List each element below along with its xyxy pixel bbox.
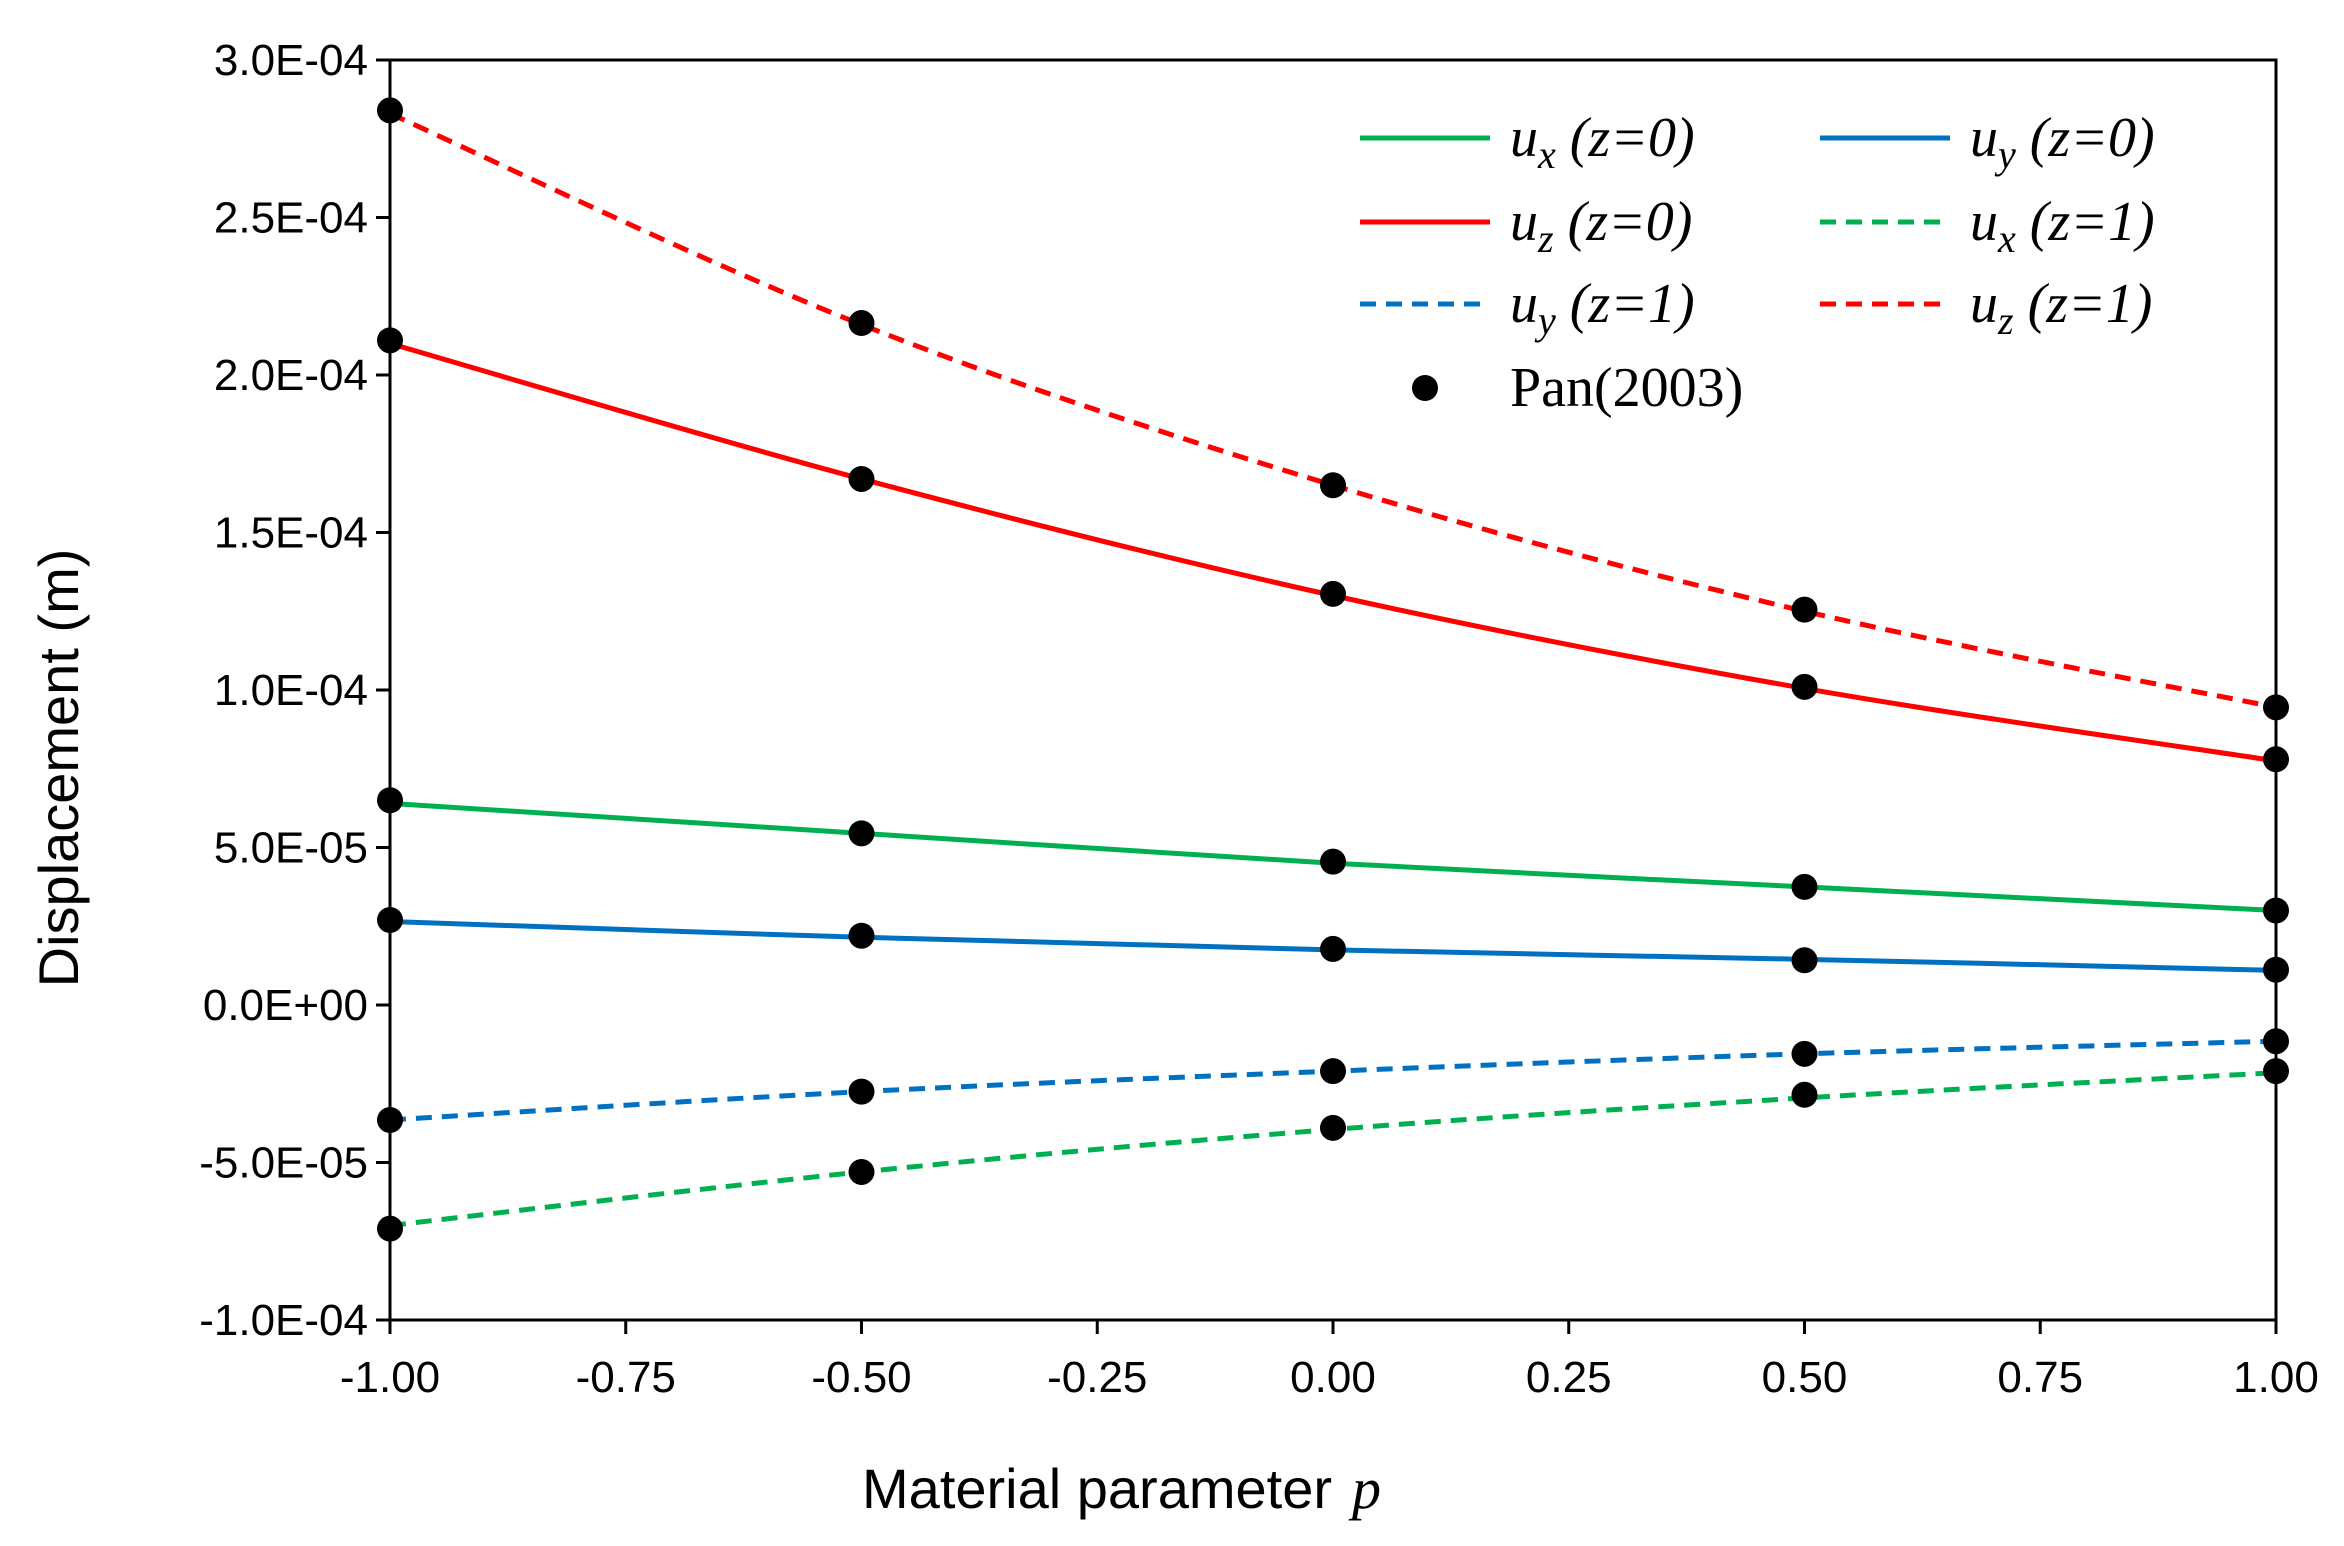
reference-point — [1320, 580, 1346, 607]
y-tick-label: 1.5E-04 — [214, 509, 368, 558]
x-tick-label: 0.75 — [1997, 1353, 2083, 1402]
legend-marker — [1412, 375, 1438, 401]
x-tick-label: 1.00 — [2233, 1353, 2319, 1402]
reference-point — [1320, 1114, 1346, 1141]
x-axis-title-symbol: p — [1348, 1456, 1381, 1521]
y-tick-label: -1.0E-04 — [199, 1296, 368, 1345]
legend-label: uz (z=0) — [1510, 191, 1692, 261]
x-tick-label: -0.25 — [1047, 1353, 1147, 1402]
axes-layer: -1.0E-04 -5.0E-05 0.0E+00 5.0E-05 1.0E-04 1.5… — [199, 36, 2319, 1402]
reference-point — [848, 465, 875, 492]
reference-point — [1791, 1081, 1818, 1108]
x-axis-title: Material parameter — [862, 1457, 1332, 1520]
y-tick-label: 1.0E-04 — [214, 666, 368, 715]
reference-point — [1320, 935, 1346, 962]
x-tick-label: 0.00 — [1290, 1353, 1376, 1402]
reference-point — [848, 310, 875, 337]
reference-point — [1320, 472, 1346, 499]
legend-label: uy (z=0) — [1970, 107, 2155, 177]
y-tick-label: 0.0E+00 — [203, 981, 368, 1030]
x-tick-label: -1.00 — [340, 1353, 440, 1402]
x-tick-label: 0.25 — [1526, 1353, 1612, 1402]
y-tick-label: -5.0E-05 — [199, 1139, 368, 1188]
legend-label: ux (z=0) — [1510, 107, 1695, 177]
plot-frame — [388, 58, 2278, 1322]
legend-label: uz (z=1) — [1970, 273, 2152, 343]
reference-point — [1791, 873, 1818, 900]
reference-point — [1791, 1040, 1818, 1067]
reference-point — [2263, 694, 2289, 721]
reference-point — [848, 922, 875, 949]
legend: ux (z=0) uy (z=0) uz (z=0) ux (z=1) uy (z=1)… — [1360, 107, 2155, 419]
reference-point — [848, 1078, 875, 1105]
x-tick-label: -0.50 — [811, 1353, 911, 1402]
y-tick-label: 2.5E-04 — [214, 194, 368, 243]
reference-point — [1791, 673, 1818, 700]
reference-point — [2263, 897, 2289, 924]
y-tick-label: 3.0E-04 — [214, 36, 368, 85]
y-tick-label: 2.0E-04 — [214, 351, 368, 400]
reference-point — [1791, 947, 1818, 974]
reference-point — [1791, 596, 1818, 623]
reference-point — [848, 820, 875, 847]
legend-label: Pan(2003) — [1510, 357, 1743, 419]
y-tick-label: 5.0E-05 — [214, 824, 368, 873]
legend-label: ux (z=1) — [1970, 191, 2155, 261]
reference-point — [2263, 1058, 2289, 1085]
y-axis-title: Displacement (m) — [27, 549, 90, 988]
reference-point — [848, 1158, 875, 1185]
reference-point — [2263, 1028, 2289, 1055]
reference-point — [1320, 1058, 1346, 1085]
x-tick-label: -0.75 — [576, 1353, 676, 1402]
reference-point — [1320, 848, 1346, 875]
x-tick-label: 0.50 — [1762, 1353, 1848, 1402]
plot-area — [388, 58, 2278, 1322]
reference-point — [2263, 956, 2289, 983]
reference-point — [2263, 746, 2289, 773]
legend-label: uy (z=1) — [1510, 273, 1695, 343]
